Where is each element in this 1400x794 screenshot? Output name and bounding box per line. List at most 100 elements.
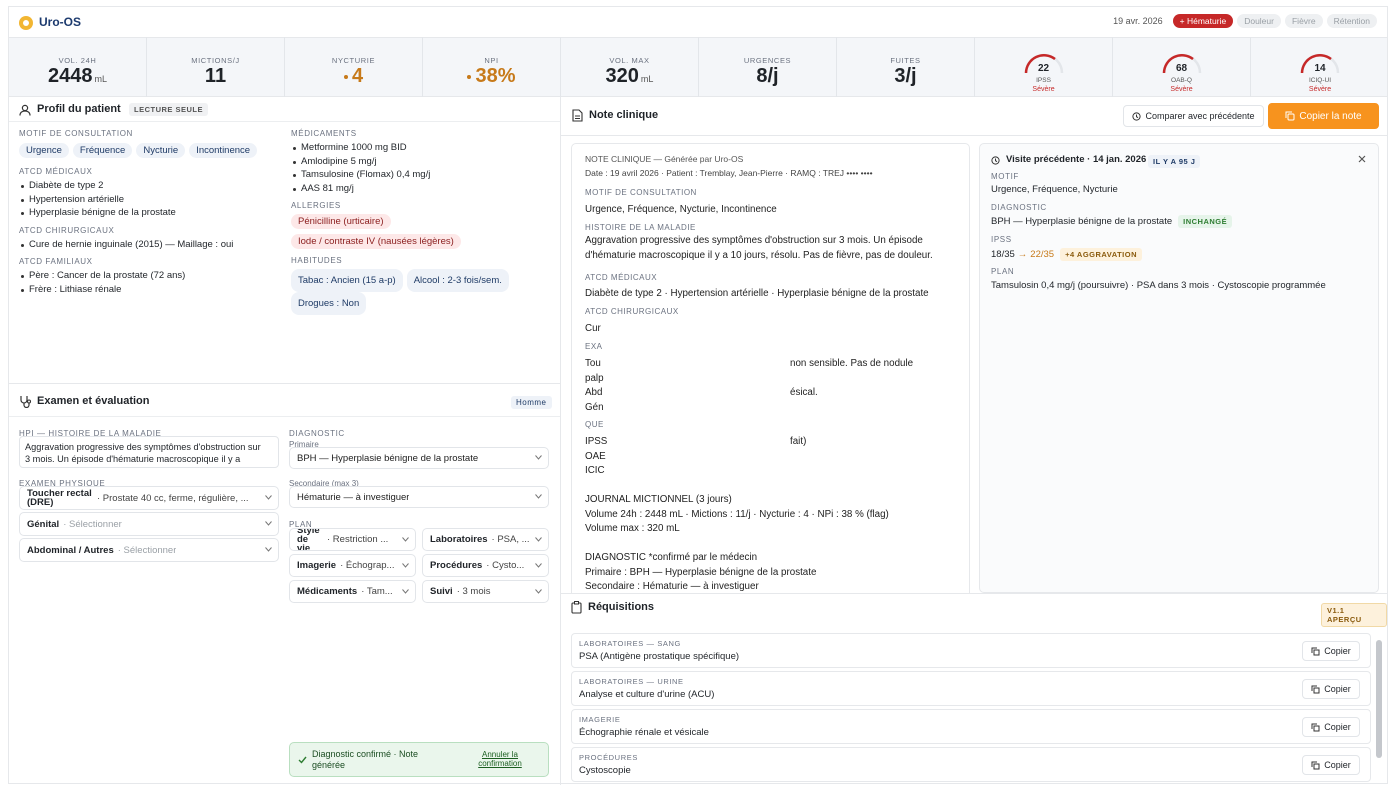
doc-icon [572,109,583,122]
note-line: Date : 19 avril 2026 · Patient : Trembla… [585,168,873,178]
age-badge: IL Y A 95 J [1148,155,1201,168]
compare-button[interactable]: Comparer avec précédente [1123,105,1264,127]
metric-label: VOL. 24H [58,56,97,65]
reason-chip: Incontinence [189,143,258,158]
chevron-path [265,547,272,552]
logo [19,16,33,30]
sex-badge: Homme [511,396,552,409]
section-text: Tamsulosin 0,4 mg/j (poursuivre) · PSA d… [991,280,1326,291]
chevron-path [535,588,542,594]
copy-button[interactable]: Copier [1302,755,1360,775]
field-value: · Sélectionner [63,518,122,530]
section-label: MOTIF DE CONSULTATION [19,129,133,138]
ipss-row: 18/35 → 22/35 +4 AGGRAVATION [991,248,1142,261]
panel-title: Réquisitions [588,601,655,613]
copy-icon [1311,647,1320,655]
metric-value: 4 [285,65,422,88]
note-line: ICIC [585,465,605,476]
copy-button[interactable]: Copier [1302,679,1360,699]
panel-title: Profil du patient [37,103,121,115]
field-label: Primaire [289,440,319,449]
field-value: · Restriction ... [327,534,389,545]
plan-select[interactable]: Laboratoires · PSA, ... [422,528,549,551]
field-value: · Sélectionner [117,544,177,556]
section-label: HPI — HISTOIRE DE LA MALADIE [19,429,162,438]
chevron-path [535,562,542,568]
metric: URGENCES 8/j [699,37,837,97]
requisition-item: LABORATOIRES — SANG PSA (Antigène prostat… [571,633,1371,668]
physical-exam-select[interactable]: Génital · Sélectionner [19,512,279,536]
profile-col-left: MOTIF DE CONSULTATION Urgence Fréquence Ny… [19,129,281,296]
section-label: ATCD CHIRURGICAUX [19,225,115,235]
copy-note-button[interactable]: Copier la note [1268,103,1379,129]
list-item: AAS 81 mg/j [293,182,553,196]
copy-button[interactable]: Copier [1302,641,1360,661]
plan-select[interactable]: Imagerie · Échograp... [289,554,416,577]
section-label: ATCD FAMILIAUX [19,257,93,266]
section-text: BPH — Hyperplasie bénigne de la prostate [991,216,1173,227]
plan-select[interactable]: Suivi · 3 mois [422,580,549,603]
allergy-chip: Iode / contraste IV (nausées légères) [291,234,461,249]
note-line: fait) [790,436,807,447]
scrollbar[interactable] [1375,632,1383,772]
section-label: PLAN [991,267,1015,276]
metric-label: FUITES [890,56,921,65]
cancel-link[interactable]: Annuler la confirmation [478,750,522,768]
section-label: MOTIF [991,172,1019,181]
allergy-chip: Pénicilline (urticaire) [291,214,391,229]
metric-number: 38% [475,65,516,87]
note-line: JOURNAL MICTIONNEL (3 jours) [585,494,732,505]
note-line: OAE [585,451,606,462]
physical-exam-select[interactable]: Toucher rectal (DRE) · Prostate 40 cc, fe… [19,486,279,510]
hpi-textarea[interactable]: Aggravation progressive des symptômes d'… [19,436,279,468]
metric: FUITES 3/j [837,37,975,97]
chevron [535,455,542,460]
secondary-diagnosis-select[interactable]: Hématurie — à investiguer [289,486,549,508]
section-label: IPSS [991,235,1012,244]
metric-value: 2448 mL [9,65,146,88]
previous-visit-card: Visite précédente · 14 jan. 2026 IL Y A … [979,143,1379,593]
requisition-item: PROCÉDURES Cystoscopie Copier [571,747,1371,782]
allergy-chips: Pénicilline (urticaire) Iode / contraste… [291,214,553,249]
note-line: Cur [585,323,601,334]
field-name: Imagerie [297,560,337,571]
note-heading: ATCD CHIRURGICAUX [585,307,679,316]
field-value: · Échograp... [340,560,395,571]
metric-number: 2448 [47,65,93,87]
section-label: HABITUDES [291,256,343,265]
metric-label: VOL. MAX [609,56,650,65]
note-line: IPSS [585,436,608,447]
profile-col-right: MÉDICAMENTS Metformine 1000 mg BID Amlodi… [291,129,553,315]
score-severity: Sévère [1170,86,1193,93]
plan-select[interactable]: Médicaments · Tam... [289,580,416,603]
field-value: · Prostate 40 cc, ferme, régulière, ... [97,492,249,504]
flag-chip[interactable]: Rétention [1326,14,1377,28]
chevron [535,588,542,594]
score-label: IPSS [1036,77,1051,84]
requisition-item: LABORATOIRES — URINE Analyse et culture d… [571,671,1371,706]
user-icon [19,104,31,116]
plan-select[interactable]: Style de vie · Restriction ... [289,528,416,551]
read-only-badge: LECTURE SEULE [129,103,209,116]
reason-chip: Fréquence [72,143,133,158]
flag-chip[interactable]: + Hématurie [1172,14,1234,28]
top-bar-right: 19 avr. 2026 + Hématurie Douleur Fièvre … [1113,14,1377,28]
copy-icon [1285,111,1295,121]
copy-button[interactable]: Copier [1302,717,1360,737]
medical-list: Diabète de type 2 Hypertension artérielle… [19,179,281,220]
plan-select[interactable]: Procédures · Cysto... [422,554,549,577]
chevron [535,536,542,542]
note-heading: ATCD MÉDICAUX [585,273,658,282]
habit-chips: Tabac : Ancien (15 a-p) Alcool : 2-3 fois… [291,269,553,315]
requisition-category: LABORATOIRES — URINE [579,677,684,686]
close-button[interactable] [1358,155,1366,163]
metric-value: 320 mL [561,65,698,88]
physical-exam-select[interactable]: Abdominal / Autres · Sélectionner [19,538,279,562]
panel-title: Note clinique [589,109,659,121]
flag-chip[interactable]: Douleur [1237,14,1281,28]
flag-chip[interactable]: Fièvre [1284,14,1323,28]
app-name: Uro-OS [39,15,81,29]
primary-diagnosis-select[interactable]: BPH — Hyperplasie bénigne de la prostate [289,447,549,469]
requisition-name: Analyse et culture d'urine (ACU) [579,689,715,700]
note-line: NOTE CLINIQUE — Générée par Uro-OS [585,154,744,164]
